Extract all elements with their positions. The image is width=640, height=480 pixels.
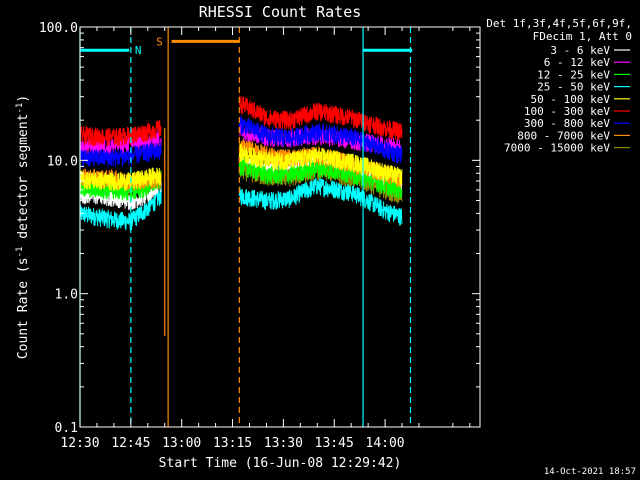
legend-label-4: 50 - 100 keV: [531, 93, 611, 106]
legend-label-1: 6 - 12 keV: [544, 56, 611, 69]
series-line-4-seg-2: [238, 143, 403, 186]
timestamp-label: 14-Oct-2021 18:57: [544, 467, 636, 477]
flag-S-label: S: [156, 35, 163, 48]
y-tick-label-1: 1.0: [55, 288, 78, 303]
y-tick-label-0: 0.1: [55, 421, 78, 436]
x-tick-label-0: 12:30: [60, 436, 99, 451]
legend-label-6: 300 - 800 keV: [524, 117, 610, 130]
legend-label-8: 7000 - 15000 keV: [504, 142, 610, 155]
legend-label-2: 12 - 25 keV: [537, 68, 610, 81]
chart-title: RHESSI Count Rates: [199, 3, 362, 21]
series-line-5-seg-1: [79, 120, 162, 147]
legend-label-3: 25 - 50 keV: [537, 81, 610, 94]
series-line-4-seg-1: [79, 167, 162, 192]
series-line-5-seg-2: [238, 95, 403, 141]
legend-label-5: 100 - 300 keV: [524, 105, 610, 118]
series-layer: [79, 95, 403, 337]
y-tick-label-2: 10.0: [47, 154, 78, 169]
y-tick-label-3: 100.0: [39, 21, 78, 36]
series-line-3-seg-1: [79, 187, 162, 231]
legend-label-7: 800 - 7000 keV: [517, 129, 610, 142]
y-axis-label-tail: detector segment: [16, 114, 31, 247]
y-axis-label-head: Count Rate (s: [16, 257, 31, 359]
y-axis-label: Count Rate (s-1 detector segment-1): [15, 95, 31, 359]
y-axis-label-sup2: -1: [15, 103, 25, 114]
x-tick-label-1: 12:45: [111, 436, 150, 451]
x-axis: 12:30 12:45 13:00 13:15 13:30 13:45 14:00: [60, 27, 471, 451]
plot-frame: [79, 26, 481, 428]
y-axis-label-sup: -1: [15, 247, 25, 258]
x-axis-label: Start Time (16-Jun-08 12:29:42): [159, 456, 402, 471]
flag-N-label: N: [135, 44, 142, 57]
x-tick-label-4: 13:30: [264, 436, 303, 451]
series-line-3-seg-2: [238, 177, 403, 226]
legend-header-line-1: Det 1f,3f,4f,5f,6f,9f,: [486, 17, 632, 30]
x-tick-label-3: 13:15: [213, 436, 252, 451]
y-axis-label-close: ): [16, 95, 31, 103]
series-line-6-seg-2: [238, 115, 403, 164]
legend-header-line-2: FDecim 1, Att 0: [533, 30, 632, 43]
x-tick-label-6: 14:00: [366, 436, 405, 451]
y-axis: 0.1 1.0 10.0 100.0: [39, 21, 480, 436]
legend-label-0: 3 - 6 keV: [550, 44, 610, 57]
x-tick-label-2: 13:00: [162, 436, 201, 451]
legend: Det 1f,3f,4f,5f,6f,9f, FDecim 1, Att 0 3…: [486, 17, 632, 155]
series-line-6-seg-1: [79, 142, 162, 168]
x-tick-label-5: 13:45: [315, 436, 354, 451]
